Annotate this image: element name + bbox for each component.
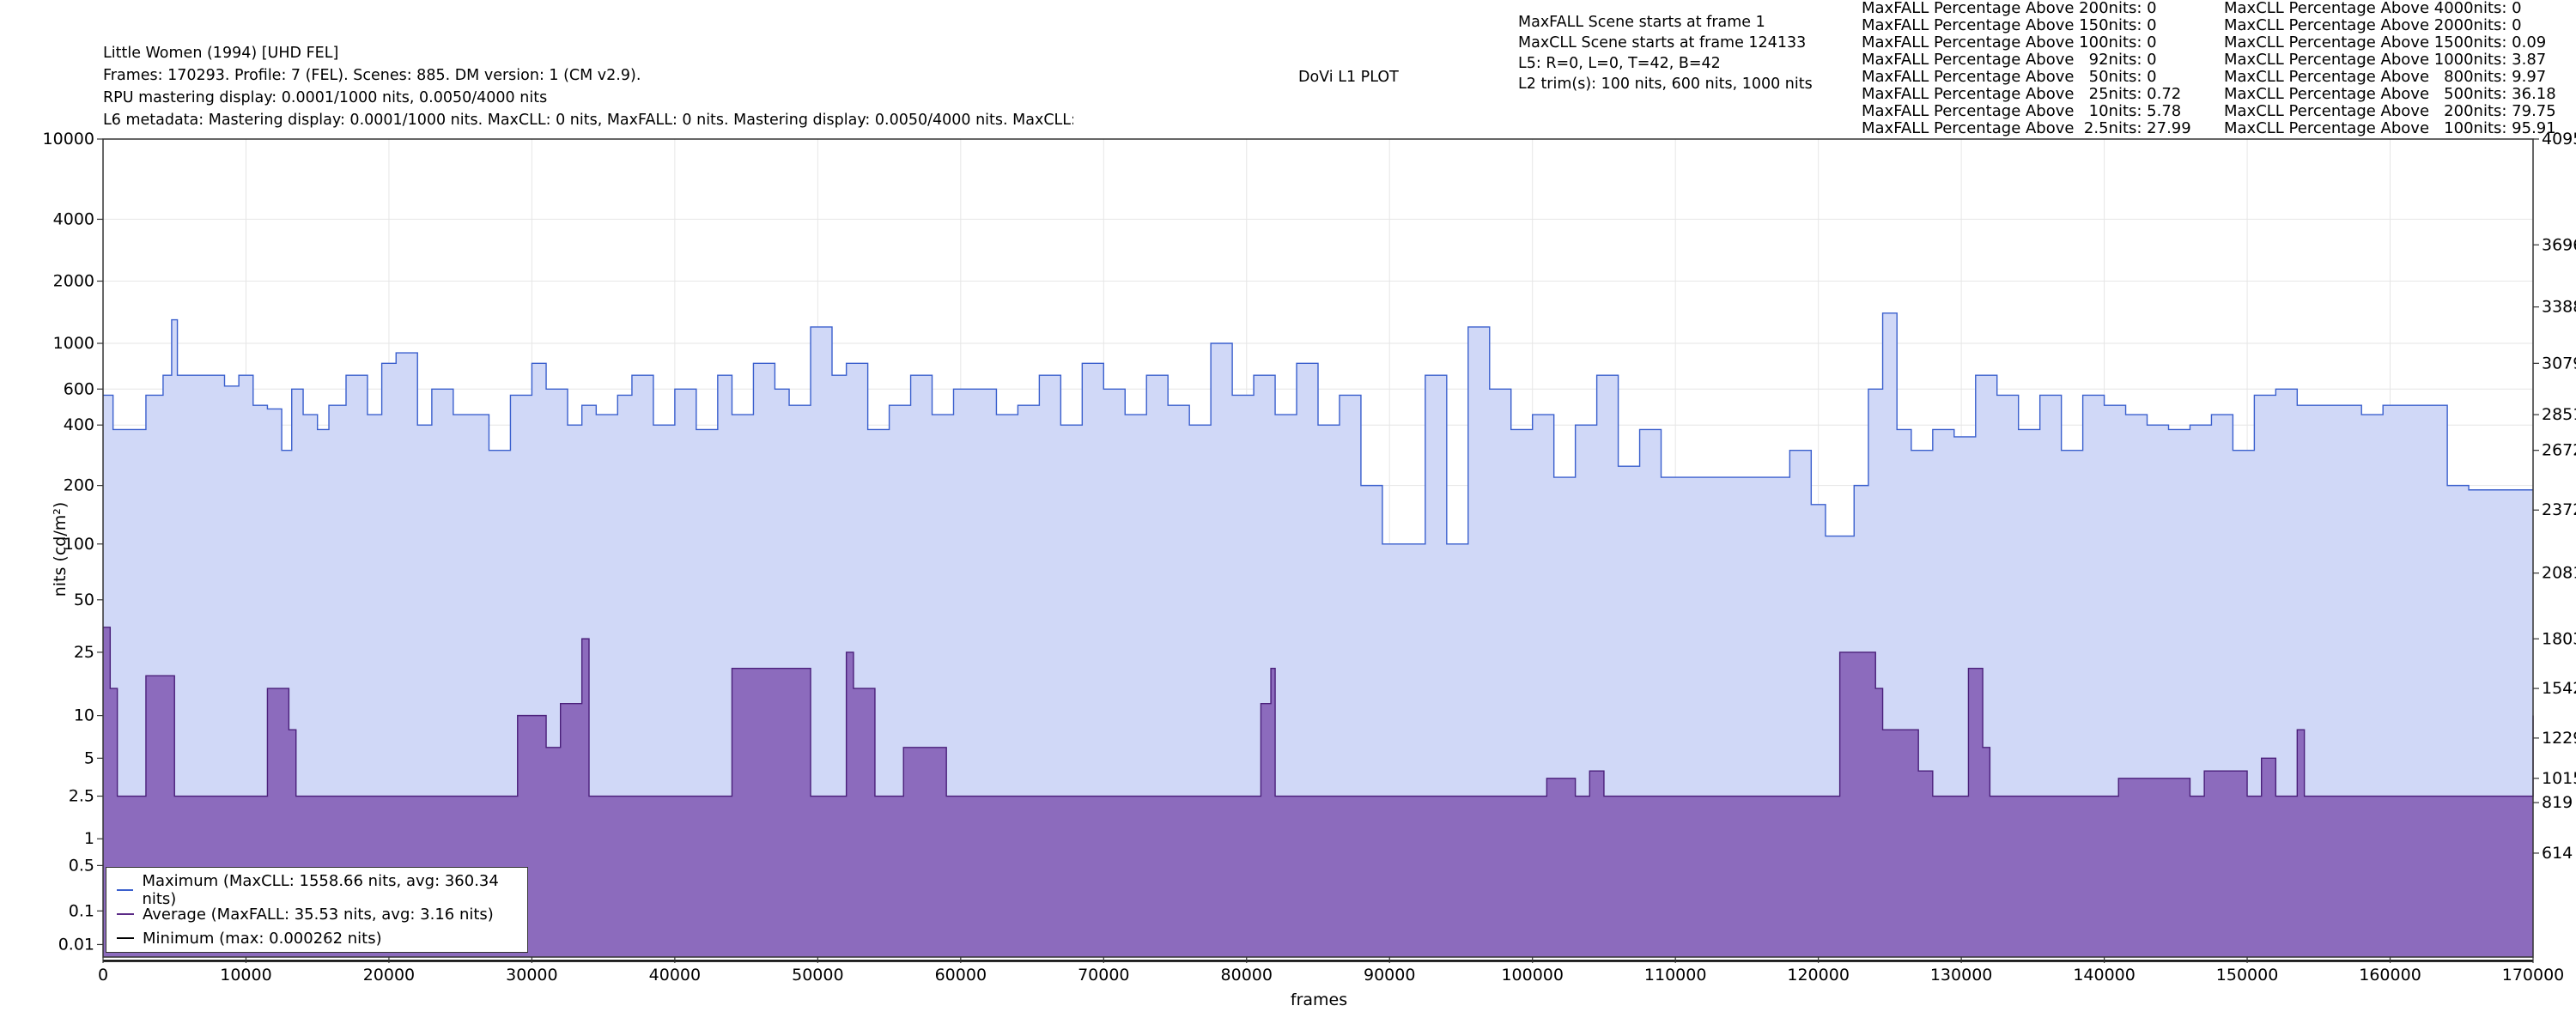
x-tick-label: 60000 (935, 966, 987, 985)
x-tick-label: 30000 (506, 966, 557, 985)
x-tick-label: 90000 (1364, 966, 1415, 985)
y-tick-label: 10000 (43, 130, 94, 148)
right-y-tick-label: 3079 (2542, 354, 2576, 373)
y-tick-label: 50 (74, 591, 94, 609)
x-tick-label: 0 (98, 966, 108, 985)
y-tick-label: 25 (74, 643, 94, 662)
rpu-info: RPU mastering display: 0.0001/1000 nits,… (103, 89, 548, 106)
right-y-tick-label: 819 (2542, 793, 2573, 812)
y-tick-label: 1 (84, 829, 94, 848)
y-tick-label: 2000 (53, 272, 94, 291)
maxcll-stat: MaxCLL Percentage Above 800nits: 9.97 (2224, 68, 2547, 86)
scene-info-1: MaxCLL Scene starts at frame 124133 (1518, 34, 1807, 52)
legend-label-min: Minimum (max: 0.000262 nits) (143, 929, 382, 948)
chart-title: Little Women (1994) [UHD FEL] (103, 45, 339, 62)
x-tick-label: 170000 (2502, 966, 2565, 985)
y-tick-label: 0.1 (69, 901, 94, 920)
y-tick-label: 400 (64, 415, 94, 434)
right-y-tick-label: 1015 (2542, 769, 2576, 788)
y-tick-label: 0.5 (69, 856, 94, 875)
legend-item-min: Minimum (max: 0.000262 nits) (117, 928, 382, 948)
maxfall-stat: MaxFALL Percentage Above 25nits: 0.72 (1862, 85, 2182, 103)
right-y-tick-label: 2851 (2542, 405, 2576, 424)
legend-swatch-avg (117, 913, 134, 915)
plot-title: DoVi L1 PLOT (1298, 69, 1399, 86)
y-tick-label: 600 (64, 379, 94, 398)
x-tick-label: 50000 (792, 966, 843, 985)
maxcll-stat: MaxCLL Percentage Above 200nits: 79.75 (2224, 102, 2556, 120)
y-tick-label: 1000 (53, 334, 94, 353)
right-y-tick-label: 614 (2542, 844, 2573, 863)
series-layer (103, 312, 2534, 962)
scene-info-3: L2 trim(s): 100 nits, 600 nits, 1000 nit… (1518, 76, 1813, 93)
x-tick-label: 20000 (363, 966, 415, 985)
right-y-tick-label: 1229 (2542, 729, 2576, 748)
right-y-tick-label: 1803 (2542, 629, 2576, 648)
y-tick-label: 10 (74, 706, 94, 725)
right-y-tick-label: 4095 (2542, 130, 2576, 148)
ticks: 0 10000 20000 30000 40000 50000 60000 70000 8000… (43, 130, 2576, 985)
scene-info-2: L5: R=0, L=0, T=42, B=42 (1518, 55, 1721, 72)
maxfall-stat: MaxFALL Percentage Above 2.5nits: 27.99 (1862, 119, 2191, 137)
legend-label-max: Maximum (MaxCLL: 1558.66 nits, avg: 360.… (142, 872, 499, 908)
x-tick-label: 120000 (1787, 966, 1850, 985)
x-tick-label: 40000 (649, 966, 701, 985)
maxcll-stat: MaxCLL Percentage Above 2000nits: 0 (2224, 16, 2522, 34)
legend-item-avg: Average (MaxFALL: 35.53 nits, avg: 3.16 … (117, 904, 494, 924)
y-axis-label: nits (cd/m²) (51, 502, 70, 597)
scene-info-0: MaxFALL Scene starts at frame 1 (1518, 14, 1765, 31)
series-max-line (103, 312, 2533, 545)
x-tick-label: 160000 (2359, 966, 2421, 985)
plot-frame (102, 138, 2534, 958)
y-tick-label: 4000 (53, 209, 94, 228)
legend: Maximum (MaxCLL: 1558.66 nits, avg: 360.… (106, 867, 528, 953)
x-axis-label: frames (1291, 991, 1347, 1009)
x-tick-label: 140000 (2073, 966, 2136, 985)
right-y-tick-label: 3696 (2542, 235, 2576, 254)
l6-info: L6 metadata: Mastering display: 0.0001/1… (103, 112, 1073, 129)
maxfall-stat: MaxFALL Percentage Above 150nits: 0 (1862, 16, 2157, 34)
maxfall-stat: MaxFALL Percentage Above 92nits: 0 (1862, 51, 2157, 69)
maxfall-stat: MaxFALL Percentage Above 100nits: 0 (1862, 33, 2157, 52)
legend-item-max: Maximum (MaxCLL: 1558.66 nits, avg: 360.… (117, 872, 527, 908)
x-tick-label: 150000 (2216, 966, 2279, 985)
legend-swatch-min (117, 937, 134, 939)
series-avg-fill (103, 627, 2533, 957)
y-tick-label: 0.01 (58, 935, 94, 954)
maxcll-stat: MaxCLL Percentage Above 4000nits: 0 (2224, 0, 2522, 17)
maxfall-stat: MaxFALL Percentage Above 50nits: 0 (1862, 68, 2157, 86)
axes (102, 138, 2534, 958)
maxfall-stat: MaxFALL Percentage Above 200nits: 0 (1862, 0, 2157, 17)
x-tick-label: 100000 (1501, 966, 1564, 985)
legend-swatch-max (117, 889, 134, 891)
maxfall-stat: MaxFALL Percentage Above 10nits: 5.78 (1862, 102, 2182, 120)
x-tick-label: 80000 (1221, 966, 1273, 985)
maxcll-stat: MaxCLL Percentage Above 500nits: 36.18 (2224, 85, 2556, 103)
y-tick-label: 100 (64, 535, 94, 554)
right-y-tick-label: 3388 (2542, 298, 2576, 317)
legend-label-avg: Average (MaxFALL: 35.53 nits, avg: 3.16 … (143, 905, 494, 924)
x-tick-label: 130000 (1930, 966, 1993, 985)
y-tick-label: 2.5 (69, 787, 94, 806)
y-tick-label: 200 (64, 476, 94, 495)
maxcll-stat: MaxCLL Percentage Above 100nits: 95.91 (2224, 119, 2556, 137)
maxcll-stat: MaxCLL Percentage Above 1000nits: 3.87 (2224, 51, 2547, 69)
series-avg-line (103, 627, 2534, 797)
x-tick-label: 10000 (220, 966, 271, 985)
right-y-tick-label: 1542 (2542, 679, 2576, 698)
x-tick-label: 110000 (1644, 966, 1707, 985)
maxcll-stat: MaxCLL Percentage Above 1500nits: 0.09 (2224, 33, 2547, 52)
frames-info: Frames: 170293. Profile: 7 (FEL). Scenes… (103, 67, 641, 84)
x-tick-label: 70000 (1078, 966, 1129, 985)
y-tick-label: 5 (84, 748, 94, 767)
